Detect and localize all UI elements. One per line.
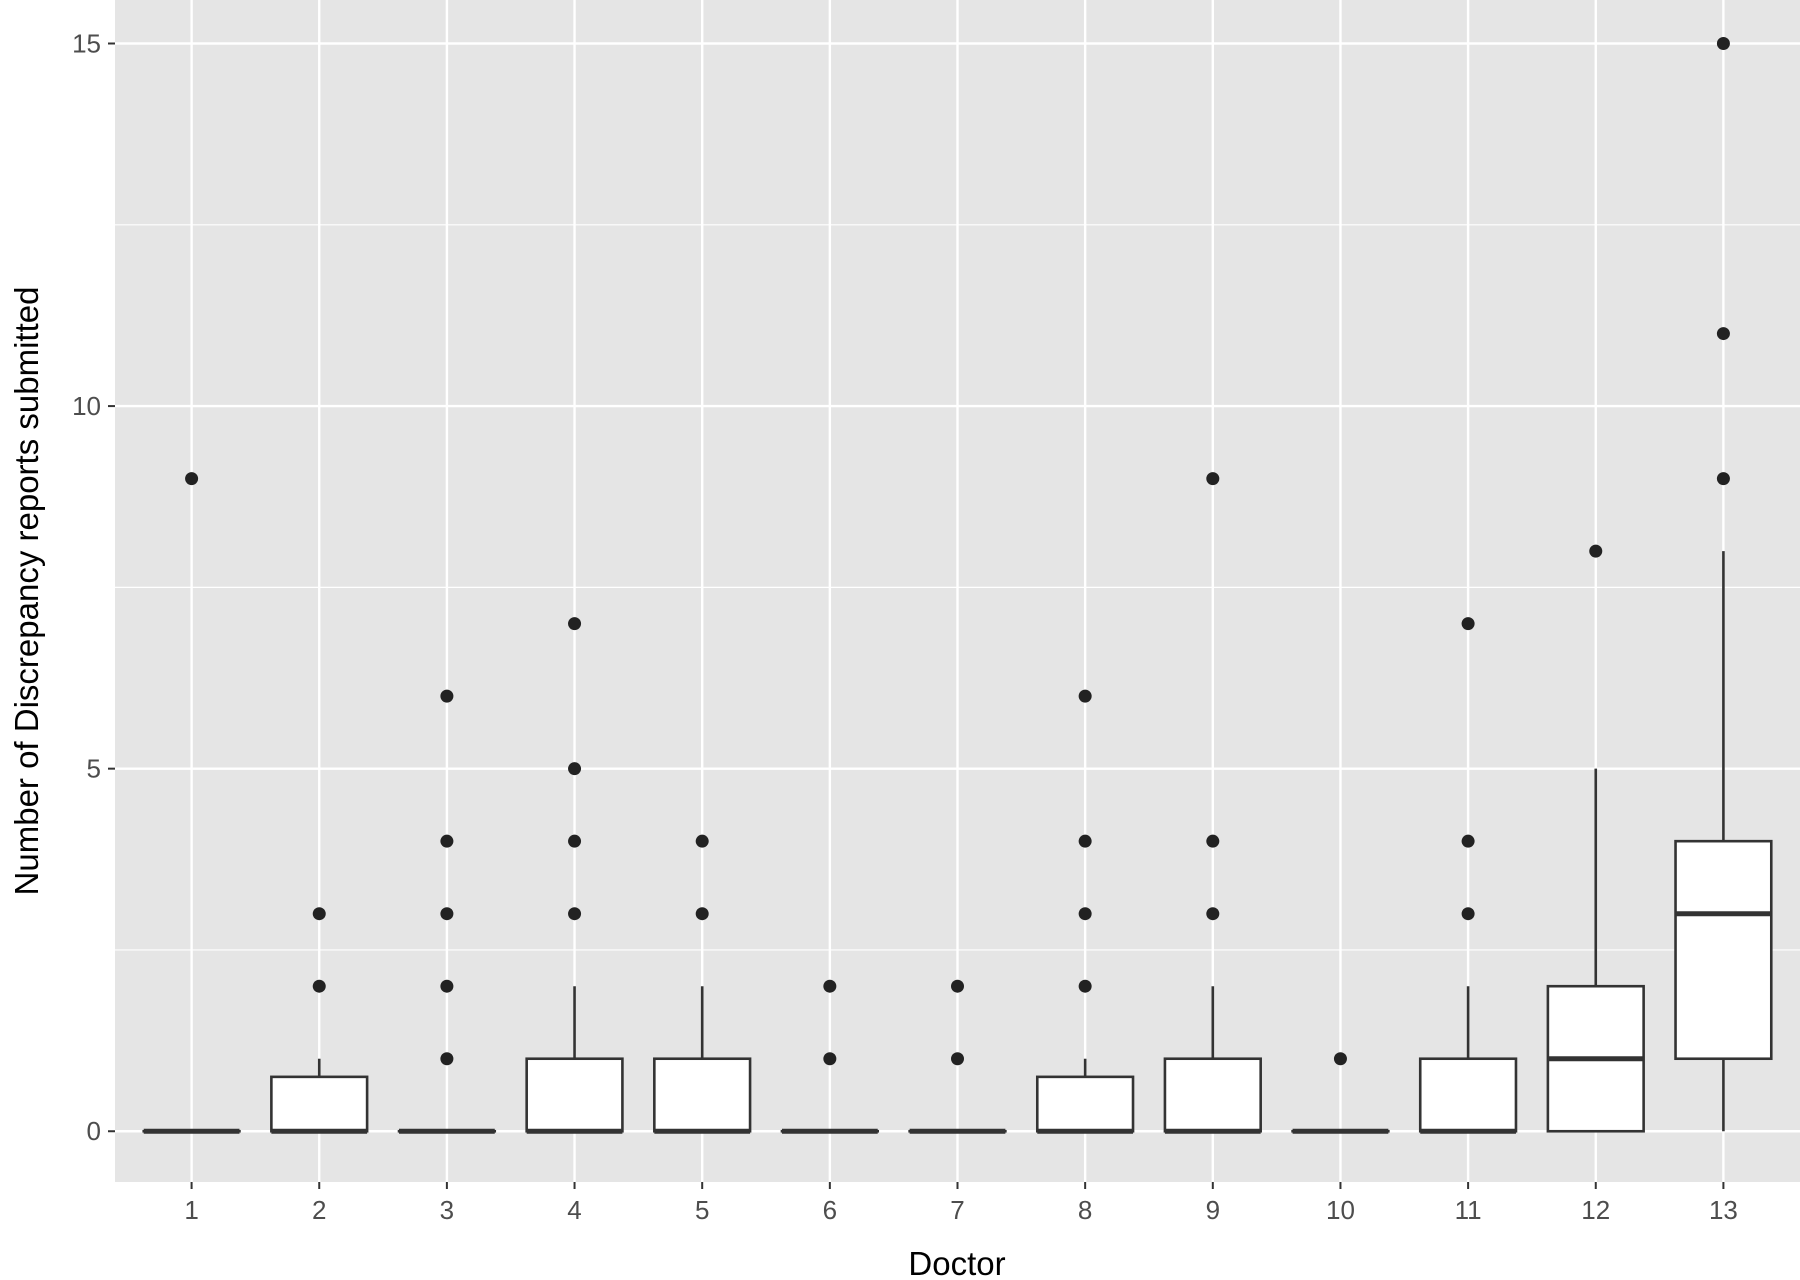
outlier-point	[568, 762, 582, 776]
box-doctor-13	[1674, 37, 1773, 1132]
box-series	[142, 37, 1773, 1134]
box-iqr	[1674, 839, 1773, 1061]
outlier-point	[440, 834, 454, 848]
box-iqr	[653, 1057, 752, 1133]
outlier-point	[1589, 544, 1603, 558]
box-doctor-3	[397, 689, 497, 1134]
x-axis: 1 2 3 4 5 6 7 8 9 10 11 12 13	[184, 1182, 1738, 1225]
x-tick-label: 3	[440, 1195, 454, 1225]
x-axis-title: Doctor	[908, 1245, 1005, 1280]
box-doctor-12	[1546, 544, 1645, 1133]
box-doctor-8	[1035, 689, 1135, 1134]
outlier-point	[1461, 907, 1475, 921]
outlier-point	[1078, 834, 1092, 848]
outlier-point	[1333, 1052, 1347, 1066]
outlier-point	[695, 834, 709, 848]
x-tick-label: 7	[950, 1195, 964, 1225]
outlier-point	[185, 472, 199, 486]
y-axis-title: Number of Discrepancy reports submitted	[8, 287, 45, 896]
x-tick-label: 4	[567, 1195, 581, 1225]
outlier-point	[1078, 907, 1092, 921]
box-doctor-5	[653, 834, 752, 1134]
box-iqr	[1035, 1075, 1135, 1133]
outlier-point	[312, 979, 326, 993]
y-tick-label: 15	[72, 29, 101, 59]
outlier-point	[440, 1052, 454, 1066]
outlier-point	[1206, 472, 1220, 486]
box-doctor-6	[780, 979, 880, 1134]
x-tick-label: 12	[1581, 1195, 1610, 1225]
outlier-point	[440, 979, 454, 993]
box-doctor-11	[1418, 617, 1518, 1134]
box-iqr	[1418, 1057, 1518, 1133]
x-tick-label: 5	[695, 1195, 709, 1225]
box-doctor-10	[1291, 1052, 1390, 1134]
y-tick-label: 5	[87, 754, 101, 784]
y-tick-label: 0	[87, 1116, 101, 1146]
outlier-point	[1716, 472, 1730, 486]
outlier-point	[1461, 834, 1475, 848]
outlier-point	[440, 689, 454, 703]
y-tick-label: 10	[72, 391, 101, 421]
outlier-point	[1206, 907, 1220, 921]
x-tick-label: 1	[184, 1195, 198, 1225]
outlier-point	[1078, 689, 1092, 703]
outlier-point	[823, 1052, 837, 1066]
box-doctor-7	[908, 979, 1007, 1134]
outlier-point	[695, 907, 709, 921]
x-tick-label: 2	[312, 1195, 326, 1225]
x-tick-label: 6	[823, 1195, 837, 1225]
x-tick-label: 9	[1206, 1195, 1220, 1225]
outlier-point	[823, 979, 837, 993]
x-tick-label: 13	[1709, 1195, 1738, 1225]
outlier-point	[1461, 617, 1475, 631]
outlier-point	[440, 907, 454, 921]
outlier-point	[1716, 327, 1730, 341]
box-doctor-1	[142, 472, 241, 1134]
box-iqr	[270, 1075, 369, 1133]
box-doctor-2	[270, 907, 369, 1134]
outlier-point	[312, 907, 326, 921]
x-tick-label: 10	[1326, 1195, 1355, 1225]
y-axis: 0 5 10 15	[72, 29, 115, 1146]
box-doctor-9	[1163, 472, 1262, 1134]
outlier-point	[568, 617, 582, 631]
outlier-point	[568, 834, 582, 848]
x-tick-label: 11	[1455, 1195, 1482, 1225]
box-iqr	[525, 1057, 624, 1133]
box-doctor-4	[525, 617, 624, 1134]
outlier-point	[568, 907, 582, 921]
outlier-point	[1206, 834, 1220, 848]
outlier-point	[951, 1052, 964, 1066]
outlier-point	[1716, 37, 1730, 51]
x-tick-label: 8	[1078, 1195, 1092, 1225]
outlier-point	[951, 979, 964, 993]
box-iqr	[1163, 1057, 1262, 1133]
outlier-point	[1078, 979, 1092, 993]
